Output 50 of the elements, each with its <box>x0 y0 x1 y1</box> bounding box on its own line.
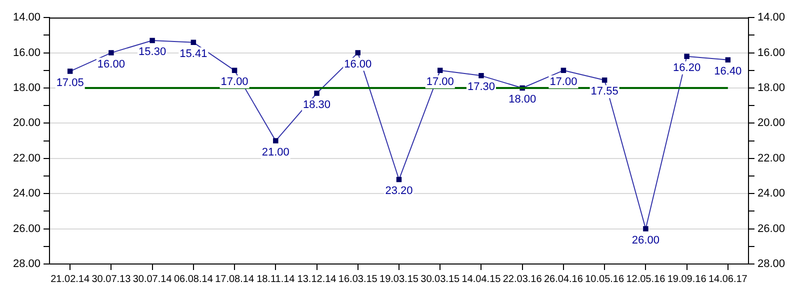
y2-tick-label: 28.00 <box>757 258 786 270</box>
data-label: 17.00 <box>550 76 578 88</box>
x-tick-label: 18.11.14 <box>256 274 296 285</box>
y2-tick-label: 14.00 <box>757 12 786 24</box>
data-label: 21.00 <box>262 146 290 158</box>
data-label: 17.00 <box>426 76 454 88</box>
y-tick-label: 28.00 <box>12 258 41 270</box>
y2-tick-label: 26.00 <box>757 222 786 235</box>
y-tick-label: 24.00 <box>12 188 41 200</box>
y-tick-label: 22.00 <box>12 152 41 164</box>
data-label: 16.00 <box>97 58 125 70</box>
x-tick-label: 19.09.16 <box>667 274 707 285</box>
x-tick-label: 30.07.14 <box>132 274 172 285</box>
x-tick-label: 06.08.14 <box>174 274 214 285</box>
data-label: 16.40 <box>714 65 742 78</box>
y-tick-label: 26.00 <box>12 222 41 235</box>
data-label: 26.00 <box>632 234 660 246</box>
x-tick-label: 21.02.14 <box>50 274 90 285</box>
y2-tick-label: 16.00 <box>757 46 786 59</box>
y2-tick-label: 20.00 <box>757 117 786 130</box>
x-tick-label: 14.04.15 <box>462 274 502 285</box>
data-label: 15.41 <box>180 48 208 60</box>
data-label: 18.30 <box>303 98 331 111</box>
x-tick-label: 14.06.17 <box>708 274 748 285</box>
data-label: 16.20 <box>673 62 701 74</box>
x-tick-label: 10.05.16 <box>585 274 624 285</box>
y2-tick-label: 24.00 <box>757 188 786 200</box>
x-tick-label: 30.03.15 <box>420 274 460 285</box>
data-label: 23.20 <box>385 185 413 198</box>
data-label: 17.30 <box>467 81 495 94</box>
x-tick-label: 12.05.16 <box>626 274 666 285</box>
data-label: 17.00 <box>220 76 248 88</box>
x-tick-label: 22.03.16 <box>502 274 542 285</box>
x-tick-label: 19.03.15 <box>380 274 419 285</box>
y-tick-label: 18.00 <box>12 82 41 94</box>
y-tick-label: 20.00 <box>12 117 41 130</box>
data-label: 18.00 <box>508 94 536 106</box>
y-tick-label: 14.00 <box>12 12 41 24</box>
x-tick-label: 17.08.14 <box>215 274 254 285</box>
x-tick-label: 26.04.16 <box>544 274 584 285</box>
data-label: 17.05 <box>56 76 84 89</box>
x-tick-label: 30.07.13 <box>92 274 132 285</box>
y2-tick-label: 18.00 <box>757 82 786 94</box>
x-tick-label: 13.12.14 <box>297 274 337 285</box>
x-tick-label: 16.03.15 <box>338 274 378 285</box>
data-label: 16.00 <box>344 58 372 70</box>
data-label: 17.55 <box>590 86 618 98</box>
y2-tick-label: 22.00 <box>757 152 786 164</box>
data-label: 15.30 <box>138 46 166 58</box>
y-tick-label: 16.00 <box>12 46 41 59</box>
